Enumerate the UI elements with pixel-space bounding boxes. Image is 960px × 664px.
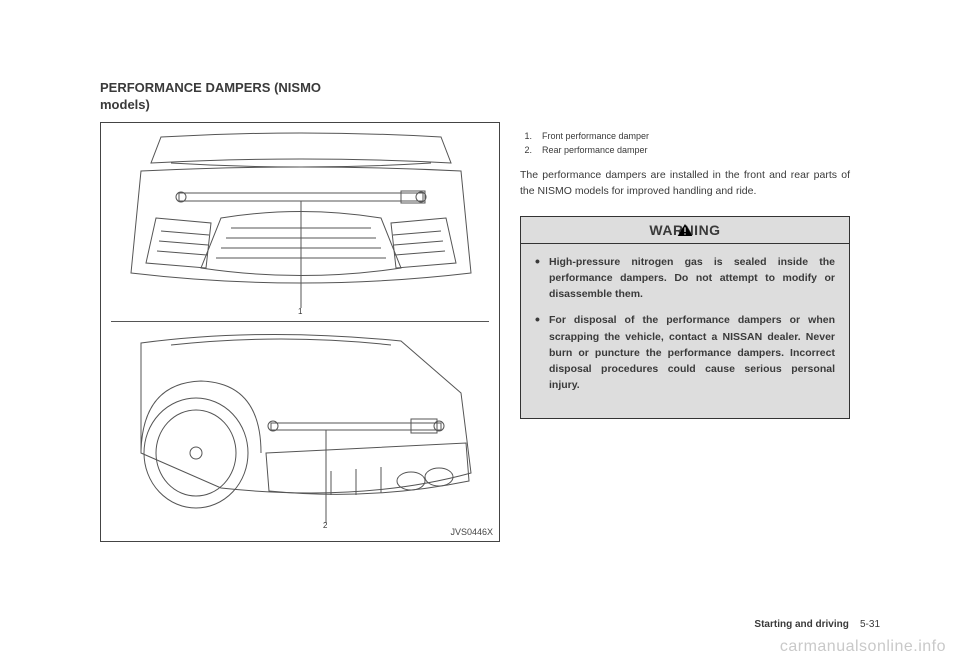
page-footer: Starting and driving 5-31 [754, 619, 880, 630]
legend-num-2: 2. [520, 144, 532, 158]
legend-num-1: 1. [520, 130, 532, 144]
figure-legend: 1. Front performance damper 2. Rear perf… [520, 130, 850, 157]
front-bumper-svg [101, 123, 501, 321]
warning-item-2: For disposal of the performance dampers … [535, 312, 835, 393]
callout-1: 1 [298, 307, 302, 316]
legend-row: 2. Rear performance damper [520, 144, 850, 158]
right-column: 1. Front performance damper 2. Rear perf… [520, 130, 850, 419]
figure-front-damper: 1 [101, 123, 499, 321]
figure-divider [111, 321, 489, 322]
warning-header: WARNING [521, 217, 849, 244]
legend-text-1: Front performance damper [542, 130, 649, 144]
callout-2: 2 [323, 521, 327, 530]
legend-text-2: Rear performance damper [542, 144, 648, 158]
rear-bumper-svg [101, 323, 501, 541]
body-paragraph: The performance dampers are installed in… [520, 167, 850, 200]
legend-row: 1. Front performance damper [520, 130, 850, 144]
watermark: carmanualsonline.info [780, 638, 946, 656]
footer-section: Starting and driving [754, 619, 848, 630]
warning-item-1: High-pressure nitrogen gas is sealed ins… [535, 254, 835, 303]
left-column: PERFORMANCE DAMPERS (NISMO models) [100, 80, 500, 542]
figure-rear-damper: 2 [101, 323, 499, 541]
figure-code: JVS0446X [450, 527, 493, 537]
section-title-line1: PERFORMANCE DAMPERS (NISMO [100, 80, 321, 95]
section-title-line2: models) [100, 97, 150, 112]
warning-triangle-icon [677, 223, 693, 237]
section-title: PERFORMANCE DAMPERS (NISMO models) [100, 80, 500, 114]
warning-body: High-pressure nitrogen gas is sealed ins… [521, 244, 849, 418]
warning-box: WARNING High-pressure nitrogen gas is se… [520, 216, 850, 419]
manual-page: PERFORMANCE DAMPERS (NISMO models) [100, 80, 880, 630]
figure-frame: 1 [100, 122, 500, 542]
footer-page: 5-31 [860, 619, 880, 630]
